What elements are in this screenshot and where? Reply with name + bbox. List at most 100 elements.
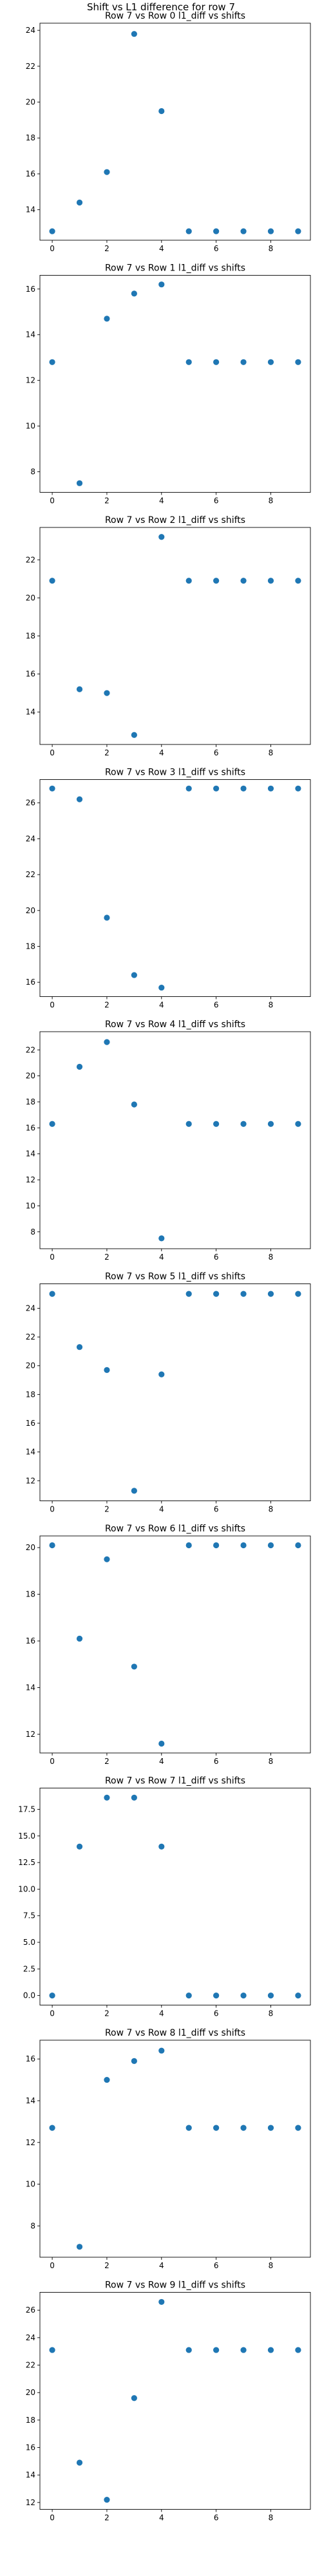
data-point bbox=[76, 2459, 83, 2466]
x-tick-label: 2 bbox=[104, 748, 109, 757]
data-point bbox=[158, 1843, 165, 1850]
x-tick-label: 6 bbox=[214, 748, 219, 757]
data-point bbox=[240, 228, 247, 234]
data-point bbox=[295, 1121, 301, 1127]
x-tick-label: 8 bbox=[269, 2009, 274, 2018]
subplot-8: Row 7 vs Row 8 l1_diff vs shifts 0 2 4 6 8 8 10… bbox=[26, 2028, 311, 2270]
subplot-title: Row 7 vs Row 0 l1_diff vs shifts bbox=[105, 11, 245, 21]
data-point bbox=[104, 169, 110, 175]
data-point bbox=[240, 2347, 247, 2353]
y-tick-label: 20 bbox=[26, 98, 35, 107]
data-point bbox=[213, 2347, 220, 2353]
subplot-title: Row 7 vs Row 6 l1_diff vs shifts bbox=[105, 1524, 245, 1534]
data-point bbox=[158, 1371, 165, 1378]
y-tick-label: 14 bbox=[26, 708, 35, 717]
data-point bbox=[240, 1291, 247, 1297]
x-tick-label: 2 bbox=[104, 1253, 109, 1262]
data-point bbox=[49, 578, 55, 584]
x-tick-label: 4 bbox=[159, 1757, 164, 1766]
x-tick-label: 6 bbox=[214, 2514, 219, 2523]
plot-frame bbox=[39, 2040, 311, 2258]
subplot-title: Row 7 vs Row 2 l1_diff vs shifts bbox=[105, 515, 245, 526]
y-tick-label: 14 bbox=[26, 2096, 35, 2105]
data-point bbox=[49, 785, 55, 792]
data-point bbox=[131, 2058, 137, 2065]
x-tick-label: 4 bbox=[159, 1001, 164, 1010]
data-point bbox=[185, 359, 192, 365]
data-point bbox=[213, 1291, 220, 1297]
subplot-title: Row 7 vs Row 7 l1_diff vs shifts bbox=[105, 1776, 245, 1786]
x-tick-label: 0 bbox=[50, 2261, 55, 2270]
x-tick-label: 2 bbox=[104, 2009, 109, 2018]
data-point bbox=[131, 1794, 137, 1801]
data-point bbox=[295, 228, 301, 234]
y-tick-label: 16 bbox=[26, 285, 35, 294]
data-point bbox=[213, 785, 220, 792]
data-point bbox=[185, 785, 192, 792]
x-tick-label: 6 bbox=[214, 2009, 219, 2018]
x-tick-label: 2 bbox=[104, 244, 109, 253]
y-tick-label: 10 bbox=[26, 1201, 35, 1210]
plot-frame bbox=[39, 1283, 311, 1501]
data-point bbox=[267, 578, 274, 584]
data-point bbox=[213, 1993, 220, 1999]
data-point bbox=[158, 1740, 165, 1747]
y-tick-label: 12 bbox=[26, 2498, 35, 2507]
data-point bbox=[295, 359, 301, 365]
data-point bbox=[49, 1542, 55, 1549]
y-tick-label: 18 bbox=[26, 2416, 35, 2425]
x-tick-label: 0 bbox=[50, 2514, 55, 2523]
plot-frame bbox=[39, 527, 311, 745]
y-tick-label: 18 bbox=[26, 1390, 35, 1399]
x-tick-label: 0 bbox=[50, 1253, 55, 1262]
data-point bbox=[185, 1121, 192, 1127]
data-point bbox=[185, 1542, 192, 1549]
data-point bbox=[213, 578, 220, 584]
y-tick-label: 24 bbox=[26, 834, 35, 843]
data-point bbox=[267, 1542, 274, 1549]
data-point bbox=[185, 578, 192, 584]
x-tick-label: 4 bbox=[159, 2261, 164, 2270]
y-tick-label: 16 bbox=[26, 169, 35, 178]
data-point bbox=[295, 2125, 301, 2131]
data-point bbox=[267, 228, 274, 234]
y-tick-label: 20 bbox=[26, 2388, 35, 2397]
data-point bbox=[131, 1101, 137, 1108]
data-point bbox=[49, 2347, 55, 2353]
x-tick-label: 4 bbox=[159, 748, 164, 757]
x-tick-label: 8 bbox=[269, 1505, 274, 1514]
data-point bbox=[185, 1291, 192, 1297]
data-point bbox=[158, 1235, 165, 1242]
x-tick-label: 8 bbox=[269, 1001, 274, 1010]
data-point bbox=[267, 359, 274, 365]
y-tick-label: 20 bbox=[26, 1072, 35, 1081]
y-tick-label: 7.5 bbox=[23, 1911, 35, 1920]
data-point bbox=[49, 359, 55, 365]
y-tick-label: 12 bbox=[26, 1730, 35, 1739]
data-point bbox=[104, 1794, 110, 1801]
y-tick-label: 8 bbox=[30, 2221, 35, 2230]
data-point bbox=[295, 578, 301, 584]
y-tick-label: 26 bbox=[26, 799, 35, 808]
data-point bbox=[76, 1635, 83, 1642]
y-tick-label: 12.5 bbox=[18, 1858, 35, 1867]
data-point bbox=[267, 2347, 274, 2353]
x-tick-label: 4 bbox=[159, 1505, 164, 1514]
data-point bbox=[76, 686, 83, 692]
x-tick-label: 2 bbox=[104, 1001, 109, 1010]
data-point bbox=[104, 316, 110, 322]
x-tick-label: 6 bbox=[214, 1757, 219, 1766]
y-tick-label: 18 bbox=[26, 133, 35, 142]
y-tick-label: 12 bbox=[26, 376, 35, 385]
data-point bbox=[267, 2125, 274, 2131]
data-point bbox=[131, 290, 137, 297]
data-point bbox=[295, 1291, 301, 1297]
subplot-1: Row 7 vs Row 1 l1_diff vs shifts 0 2 4 6 8 8 10… bbox=[26, 263, 311, 506]
data-point bbox=[240, 1993, 247, 1999]
x-tick-label: 8 bbox=[269, 1757, 274, 1766]
y-tick-label: 20 bbox=[26, 906, 35, 915]
y-tick-label: 14 bbox=[26, 1683, 35, 1692]
y-tick-label: 15.0 bbox=[18, 1832, 35, 1841]
